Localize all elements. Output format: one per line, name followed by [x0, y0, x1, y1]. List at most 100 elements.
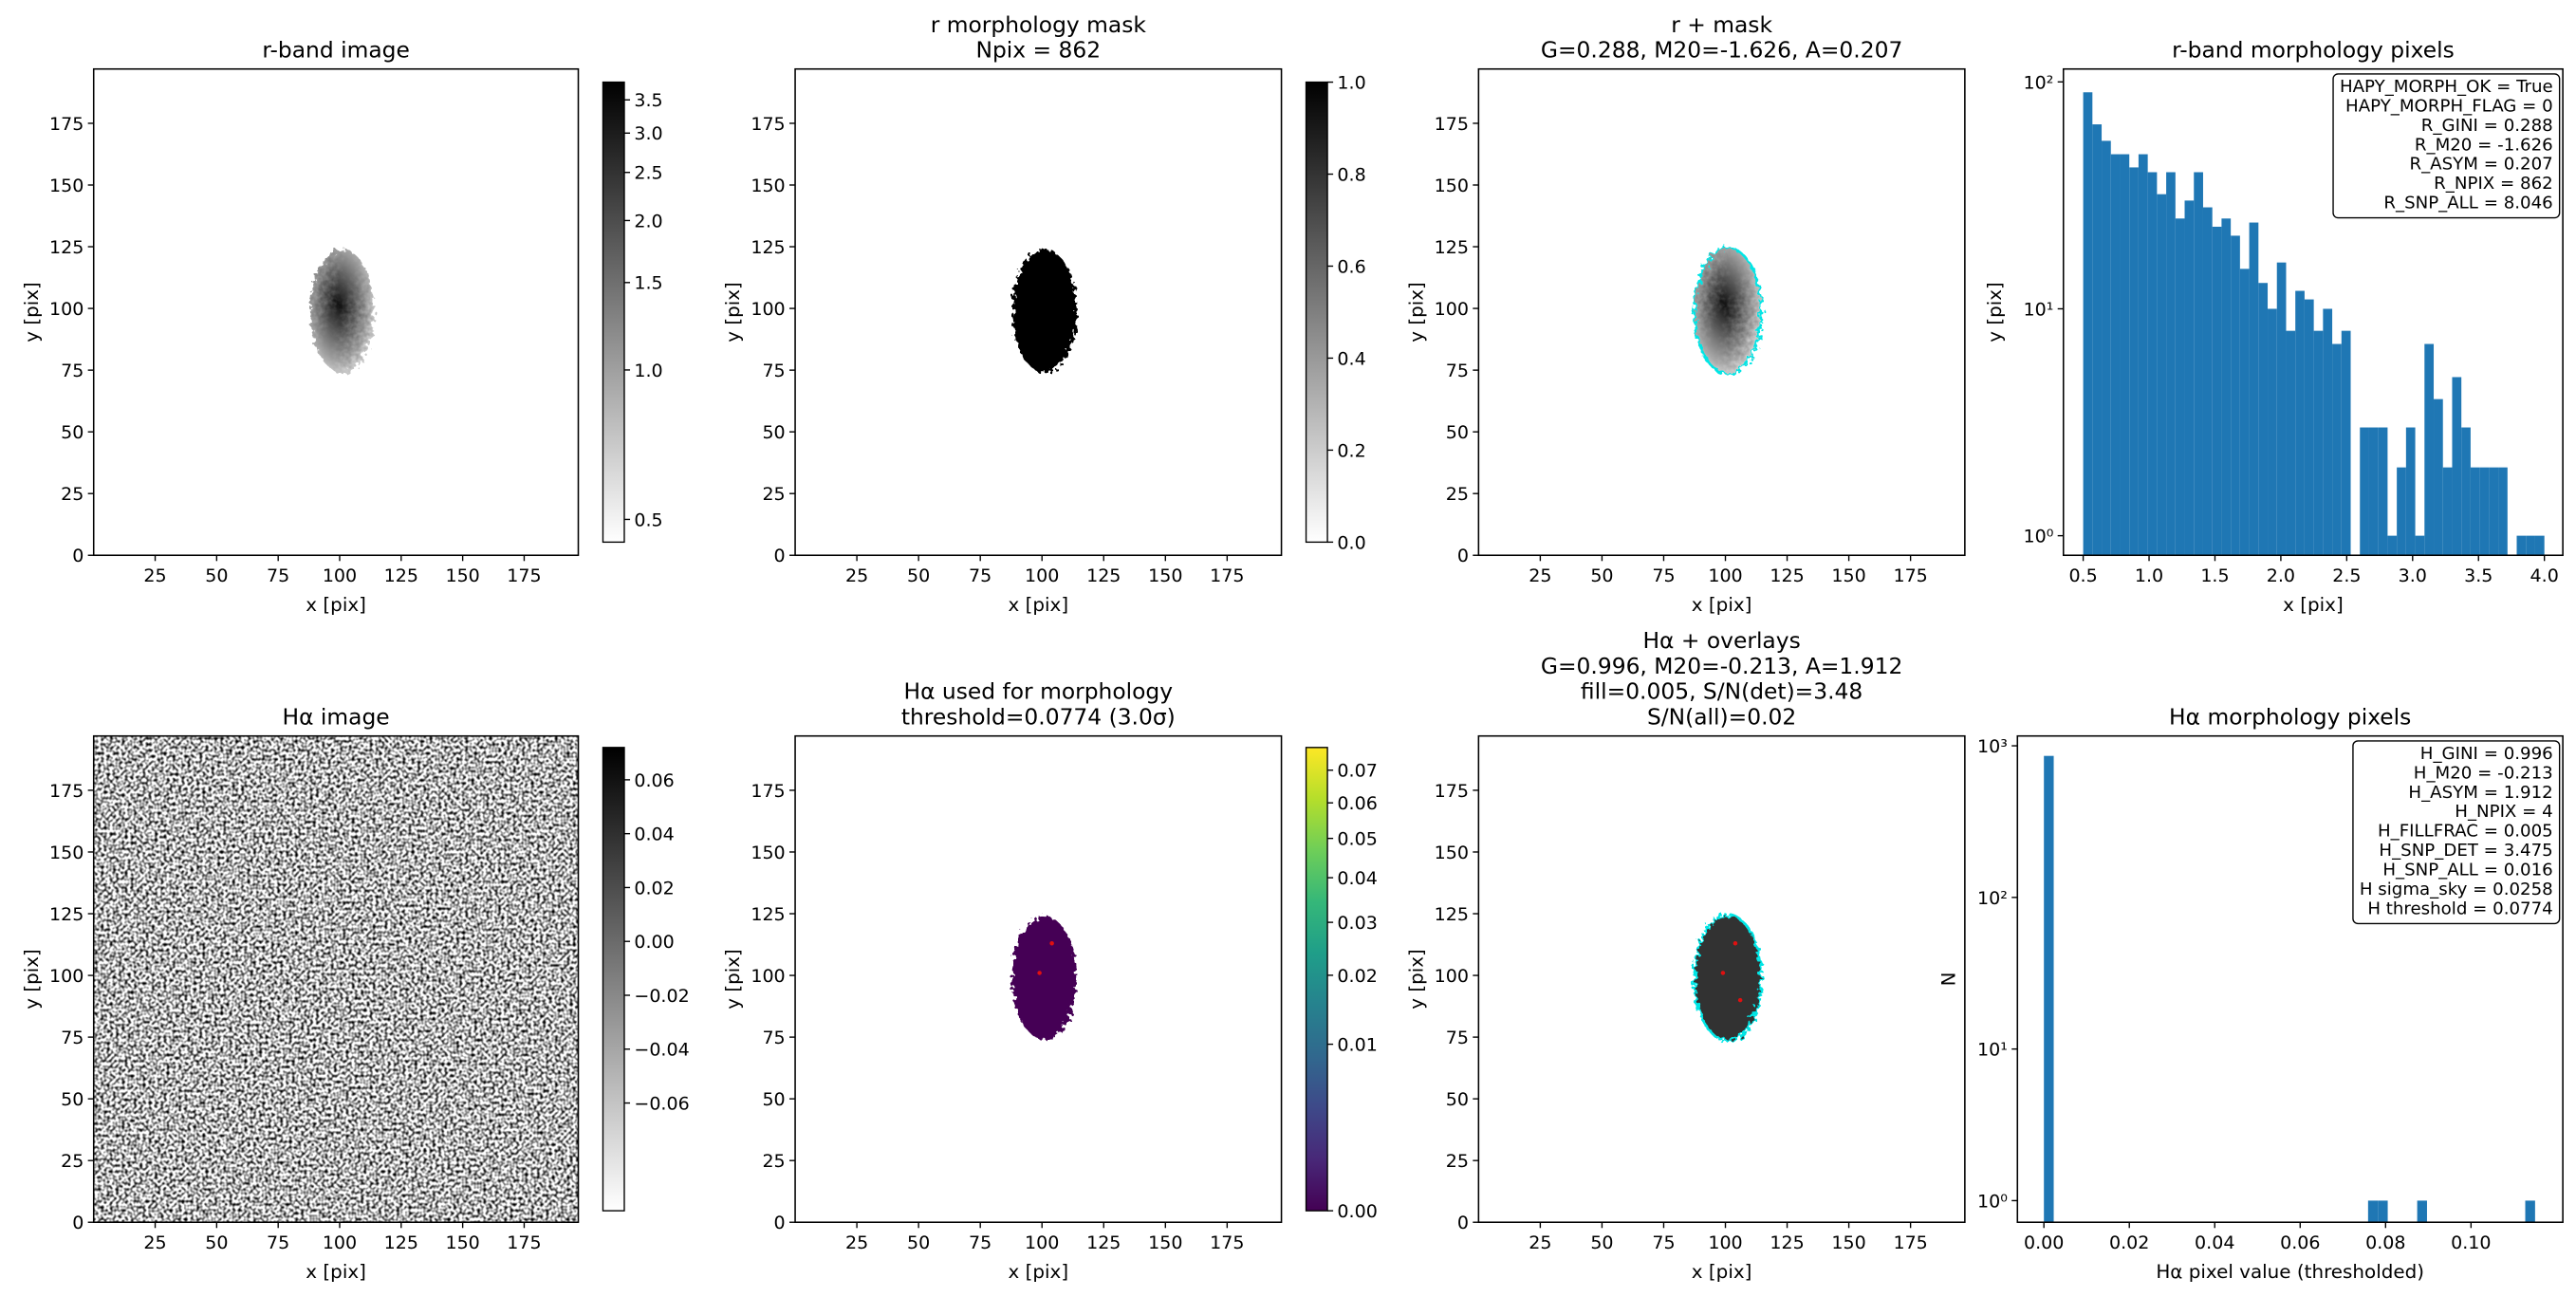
x-tick-label: 50 — [1590, 565, 1613, 586]
x-tick-label: 150 — [445, 1232, 479, 1253]
axes-frame — [2062, 67, 2564, 557]
colorbar-tick-label: 0.6 — [1337, 256, 1365, 277]
x-tick-label: 25 — [1529, 565, 1551, 586]
colorbar-tick-label: 0.4 — [1337, 348, 1365, 369]
histogram-bar — [2498, 467, 2508, 556]
detected-pixel — [1037, 971, 1042, 975]
x-tick-label: 100 — [323, 1232, 357, 1253]
x-tick-label: 75 — [1652, 565, 1675, 586]
galaxy-image — [309, 249, 375, 373]
x-tick-label: 150 — [1148, 565, 1182, 586]
histogram-bar — [2239, 269, 2250, 556]
colorbar-tick-label: 0.06 — [634, 770, 674, 791]
colorbar-tick-label: 2.0 — [634, 211, 662, 232]
histogram-bar — [2147, 172, 2158, 556]
galaxy-image — [1696, 249, 1760, 373]
panel-title: G=0.996, M20=-0.213, A=1.912 — [1541, 653, 1902, 679]
axes-frame — [1477, 67, 1966, 557]
panel-title: threshold=0.0774 (3.0σ) — [901, 704, 1176, 731]
x-tick-label: 150 — [1148, 1232, 1182, 1253]
y-tick-label: 100 — [1435, 966, 1469, 987]
y-tick-label: 75 — [61, 361, 83, 381]
y-tick-label: 175 — [751, 781, 785, 802]
x-tick-label: 75 — [969, 565, 991, 586]
x-tick-label: 2.0 — [2267, 565, 2295, 586]
x-tick-label: 75 — [267, 565, 289, 586]
colorbar — [602, 81, 625, 544]
colorbar-tick-label: −0.06 — [634, 1093, 689, 1114]
annotation-line: H_ASYM = 1.912 — [2408, 783, 2552, 803]
histogram-bar — [2202, 207, 2213, 556]
histogram-bar — [2415, 535, 2425, 556]
x-tick-label: 50 — [205, 565, 228, 586]
colorbar-tick-label: 0.04 — [634, 825, 674, 845]
y-axis-label: N — [1937, 973, 1959, 987]
x-tick-label: 125 — [1770, 565, 1804, 586]
x-tick-label: 0.00 — [2024, 1232, 2064, 1253]
y-tick-label: 0 — [1457, 546, 1469, 566]
histogram-bar — [2138, 154, 2148, 556]
colorbar — [1305, 81, 1328, 544]
y-tick-label: 50 — [61, 422, 83, 443]
y-tick-label: 50 — [762, 422, 785, 443]
x-tick-label: 175 — [1210, 565, 1244, 586]
plot-area — [309, 249, 375, 373]
panel-title: Hα + overlays — [1642, 627, 1800, 654]
colorbar-tick-label: 3.0 — [634, 123, 662, 144]
noise-image — [93, 735, 579, 1223]
y-tick-label: 10⁰ — [1977, 1191, 2008, 1212]
y-tick-label: 0 — [72, 546, 83, 566]
y-tick-label: 175 — [751, 114, 785, 135]
x-tick-label: 125 — [1086, 565, 1121, 586]
plot-area — [1011, 916, 1077, 1040]
axes-frame — [92, 734, 580, 1223]
colorbar-tick-label: 0.00 — [1337, 1201, 1377, 1222]
axes-frame — [794, 67, 1283, 557]
y-tick-label: 50 — [762, 1089, 785, 1110]
colorbar-tick-label: 0.06 — [1337, 793, 1377, 814]
annotation-line: H_SNP_DET = 3.475 — [2379, 841, 2552, 861]
y-tick-label: 25 — [1446, 484, 1469, 505]
x-tick-label: 150 — [1831, 1232, 1865, 1253]
y-axis-label: y [pix] — [1405, 282, 1427, 343]
y-tick-label: 0 — [774, 1213, 786, 1233]
x-tick-label: 175 — [1893, 565, 1927, 586]
colorbar-tick-label: 0.2 — [1337, 440, 1365, 461]
y-tick-label: 175 — [1435, 781, 1469, 802]
colorbar-tick-label: 0.04 — [1337, 868, 1377, 889]
annotation-line: H_NPIX = 4 — [2455, 802, 2552, 822]
panel-title: Hα used for morphology — [904, 678, 1174, 705]
x-axis-label: Hα pixel value (thresholded) — [2156, 1261, 2424, 1283]
x-tick-label: 175 — [1210, 1232, 1244, 1253]
x-tick-label: 125 — [384, 1232, 418, 1253]
histogram-bar — [2360, 427, 2369, 556]
x-tick-label: 50 — [907, 1232, 930, 1253]
y-tick-label: 125 — [751, 904, 785, 925]
y-tick-label: 10¹ — [2024, 299, 2054, 320]
histogram-bar — [2434, 398, 2443, 556]
histogram-bar — [2276, 262, 2287, 556]
y-tick-label: 10¹ — [1977, 1040, 2008, 1061]
mask-image — [1011, 249, 1077, 373]
histogram-bar — [2397, 467, 2406, 556]
panel-title: Npix = 862 — [976, 37, 1102, 64]
x-tick-label: 25 — [143, 565, 166, 586]
x-tick-label: 100 — [323, 565, 357, 586]
detected-pixel — [1049, 940, 1054, 946]
x-tick-label: 150 — [445, 565, 479, 586]
colorbar-tick-label: 0.05 — [1337, 829, 1377, 850]
x-tick-label: 75 — [1652, 1232, 1675, 1253]
annotation-line: R_NPIX = 862 — [2434, 174, 2553, 194]
y-tick-label: 150 — [1435, 176, 1469, 196]
annotation-line: H sigma_sky = 0.0258 — [2360, 880, 2553, 899]
x-tick-label: 25 — [1529, 1232, 1551, 1253]
y-tick-label: 125 — [49, 904, 83, 925]
histogram-bar — [2044, 755, 2054, 1223]
x-axis-label: x [pix] — [1009, 1261, 1069, 1283]
y-tick-label: 150 — [1435, 843, 1469, 863]
x-tick-label: 3.0 — [2399, 565, 2427, 586]
x-tick-label: 100 — [1025, 1232, 1059, 1253]
y-tick-label: 125 — [751, 237, 785, 258]
x-tick-label: 2.5 — [2332, 565, 2361, 586]
panel-title: S/N(all)=0.02 — [1647, 704, 1796, 731]
